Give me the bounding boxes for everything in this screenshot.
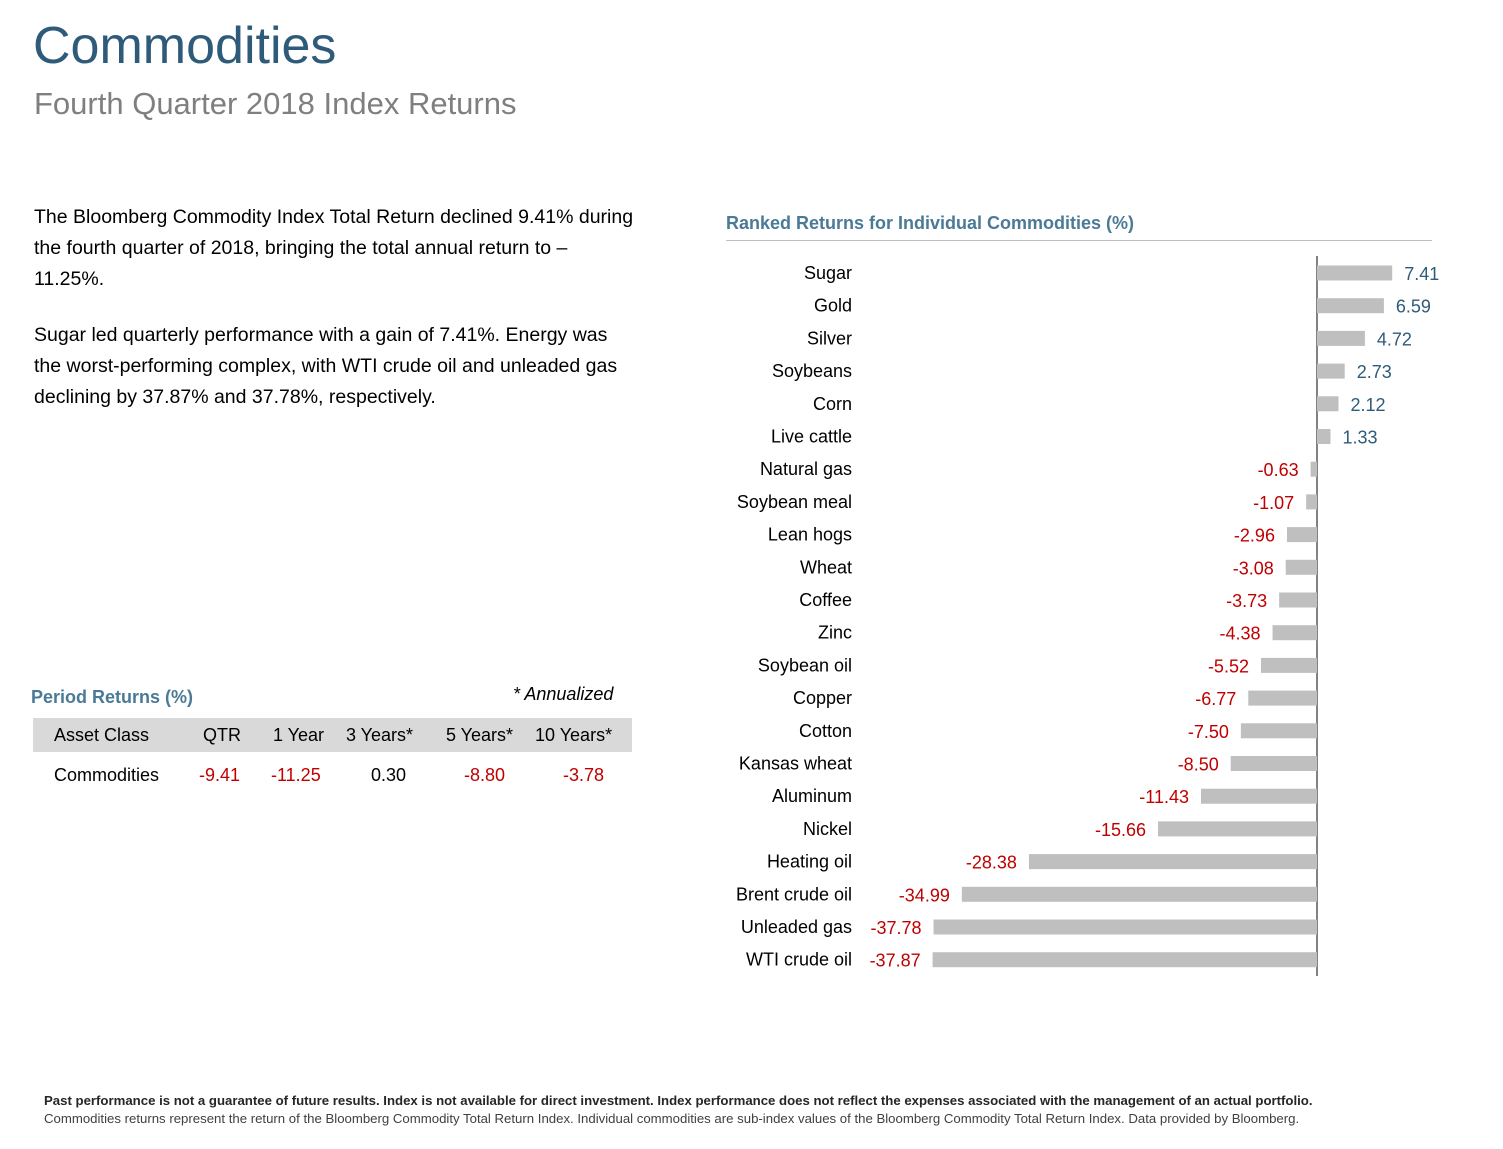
bar: [932, 952, 1317, 968]
category-label: Soybean meal: [737, 492, 852, 512]
data-label: -7.50: [1188, 722, 1229, 742]
bar: [1310, 461, 1317, 477]
category-label: Cotton: [799, 721, 852, 741]
bar: [1317, 298, 1384, 314]
footer-line-2: Commodities returns represent the return…: [44, 1111, 1300, 1126]
data-label: -5.52: [1208, 656, 1249, 676]
category-label: WTI crude oil: [746, 950, 852, 970]
summary-paragraph-1: The Bloomberg Commodity Index Total Retu…: [34, 206, 634, 290]
period-returns-title: Period Returns (%): [31, 687, 194, 707]
data-label: 2.12: [1351, 395, 1386, 415]
category-label: Copper: [793, 688, 852, 708]
bar: [1028, 854, 1317, 870]
bar: [1260, 657, 1317, 673]
chart-title: Ranked Returns for Individual Commoditie…: [726, 213, 1135, 233]
data-label: -37.87: [870, 951, 921, 971]
footer-line-1: Past performance is not a guarantee of f…: [44, 1093, 1313, 1108]
category-label: Coffee: [799, 590, 852, 610]
data-label: -37.78: [870, 918, 921, 938]
data-label: -3.08: [1233, 558, 1274, 578]
data-label: -28.38: [966, 853, 1017, 873]
column-header-qtr: QTR: [203, 725, 241, 745]
data-label: 4.72: [1377, 329, 1412, 349]
category-label: Nickel: [803, 819, 852, 839]
category-label: Corn: [813, 394, 852, 414]
data-label: -34.99: [899, 885, 950, 905]
category-label: Heating oil: [767, 852, 852, 872]
data-label: -15.66: [1095, 820, 1146, 840]
data-label: -6.77: [1195, 689, 1236, 709]
category-label: Brent crude oil: [736, 884, 852, 904]
category-label: Zinc: [818, 623, 852, 643]
data-label: 6.59: [1396, 297, 1431, 317]
data-label: -1.07: [1253, 493, 1294, 513]
bar: [1158, 821, 1317, 837]
category-label: Wheat: [800, 557, 852, 577]
data-label: -2.96: [1234, 526, 1275, 546]
data-label: -11.43: [1139, 787, 1189, 807]
bar: [933, 919, 1317, 935]
bar: [1240, 723, 1317, 739]
category-label: Live cattle: [771, 427, 852, 447]
category-label: Aluminum: [772, 786, 852, 806]
bar: [1279, 592, 1317, 608]
data-label: -4.38: [1220, 624, 1261, 644]
bar: [1317, 429, 1331, 444]
data-label: -8.50: [1178, 755, 1219, 775]
page-title: Commodities: [33, 17, 337, 75]
category-label: Sugar: [804, 263, 852, 283]
bar: [1286, 527, 1317, 543]
category-label: Soybeans: [772, 361, 852, 381]
column-header-asset-class: Asset Class: [54, 725, 150, 745]
data-label: -0.63: [1258, 460, 1299, 480]
category-label: Soybean oil: [758, 655, 852, 675]
category-label: Gold: [814, 296, 852, 316]
data-label: 2.73: [1357, 362, 1392, 382]
qtr-value: -9.41: [199, 765, 241, 785]
chart-title-divider: [726, 240, 1432, 241]
footer-disclaimer: Past performance is not a guarantee of f…: [44, 1092, 1484, 1128]
category-label: Lean hogs: [768, 525, 852, 545]
bar: [1272, 625, 1317, 641]
page-subtitle: Fourth Quarter 2018 Index Returns: [34, 86, 517, 121]
annualized-note: * Annualized: [513, 684, 614, 704]
bar: [1230, 756, 1317, 771]
asset-class-cell: Commodities: [54, 765, 160, 785]
category-label: Unleaded gas: [741, 917, 852, 937]
data-label: 1.33: [1342, 428, 1377, 448]
bar: [1306, 494, 1317, 510]
1-year-value: -11.25: [271, 765, 321, 785]
5-years-value: -8.80: [464, 765, 506, 785]
10-years-value: -3.78: [563, 765, 605, 785]
3-years-value: 0.30: [371, 765, 407, 785]
bar: [1317, 396, 1339, 412]
bar: [1317, 363, 1345, 379]
bar: [1200, 788, 1317, 804]
column-header-1-year: 1 Year: [273, 725, 325, 745]
column-header-3-years: 3 Years*: [346, 725, 414, 745]
column-header-5-years: 5 Years*: [446, 725, 514, 745]
bar: [1285, 559, 1317, 575]
data-label: 7.41: [1404, 264, 1439, 284]
bar: [961, 886, 1317, 902]
column-header-10-years: 10 Years*: [535, 725, 613, 745]
period-returns-header-row: Asset Class QTR 1 Year 3 Years* 5 Years*…: [33, 718, 632, 752]
category-label: Natural gas: [760, 459, 852, 479]
table-row: Commodities -9.41 -11.25 0.30 -8.80 -3.7…: [33, 758, 632, 792]
bar: [1317, 265, 1393, 281]
category-label: Silver: [807, 328, 852, 348]
bar: [1248, 690, 1317, 706]
category-label: Kansas wheat: [739, 754, 852, 774]
summary-paragraph-2: Sugar led quarterly performance with a g…: [34, 324, 618, 408]
data-label: -3.73: [1226, 591, 1267, 611]
bar: [1317, 330, 1365, 346]
